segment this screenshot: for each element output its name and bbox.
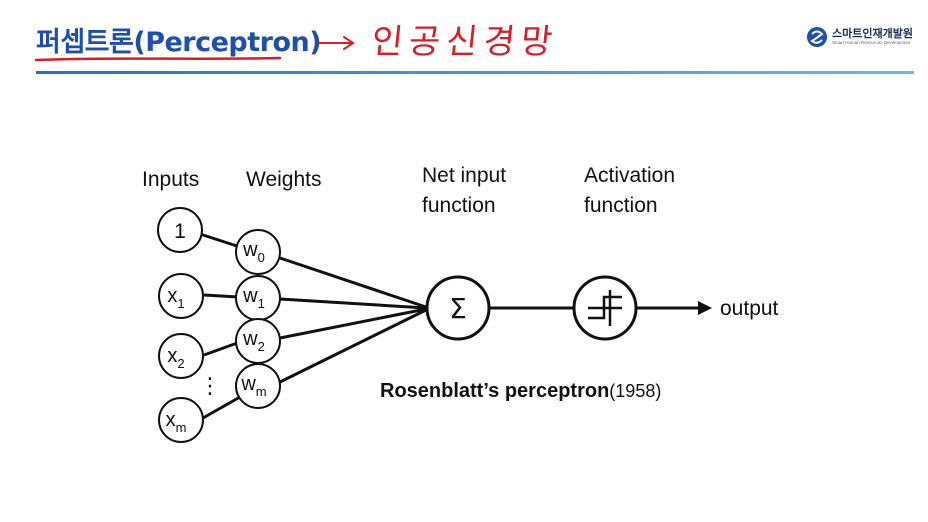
input-node-x1 — [158, 273, 204, 319]
weight-label-w0: w0 — [242, 239, 265, 265]
net-input-node — [425, 275, 491, 341]
weight-node-0 — [235, 229, 281, 275]
input-node-xm — [158, 397, 204, 443]
weight-label-w1: w1 — [242, 285, 265, 311]
sum-symbol: Σ — [449, 292, 467, 325]
diagram-caption: Rosenblatt’s perceptron(1958) — [380, 380, 661, 402]
slide-title: 퍼셉트론(Perceptron) — [36, 27, 322, 58]
connector-input-x1-weight-1 — [203, 293, 239, 299]
output-arrowhead — [698, 301, 712, 315]
weight-label-w2: w2 — [242, 328, 265, 354]
label-net-input-line2: function — [422, 194, 496, 217]
connector-weight-0-sum — [279, 256, 427, 309]
logo-subtitle: Smart Human Resources Development — [832, 40, 911, 45]
connector-input-xm-weight-m — [202, 395, 241, 420]
input-ellipsis: ⋮ — [199, 374, 221, 399]
connector-weight-m-sum — [279, 308, 427, 384]
label-inputs: Inputs — [142, 168, 199, 191]
weight-label-wm: wm — [240, 373, 266, 399]
input-node-x2 — [158, 333, 204, 379]
connector-weight-1-sum — [279, 297, 427, 310]
label-output: output — [720, 297, 779, 320]
label-activation-line2: function — [584, 194, 658, 217]
connector-weight-2-sum — [279, 307, 427, 340]
label-activation-line1: Activation — [584, 164, 675, 187]
input-label-x1: x1 — [167, 285, 184, 311]
label-net-input-line1: Net input — [422, 164, 506, 187]
company-logo: 스마트인재개발원 Smart Human Resources Developme… — [806, 26, 913, 48]
input-node-1 — [157, 207, 203, 253]
input-label-x2: x2 — [167, 345, 184, 371]
connector-input-1-weight-0 — [199, 232, 241, 249]
weight-node-m — [235, 363, 281, 409]
title-divider — [36, 71, 914, 74]
logo-name: 스마트인재개발원 — [832, 27, 913, 40]
step-function-icon — [588, 290, 622, 326]
title-underline-scribble — [34, 36, 355, 62]
input-label-xm: xm — [166, 409, 187, 435]
connector-input-x2-weight-2 — [203, 340, 241, 357]
label-weights: Weights — [246, 168, 321, 191]
input-label-1-base: 1 — [174, 220, 186, 243]
logo-icon — [807, 27, 827, 47]
